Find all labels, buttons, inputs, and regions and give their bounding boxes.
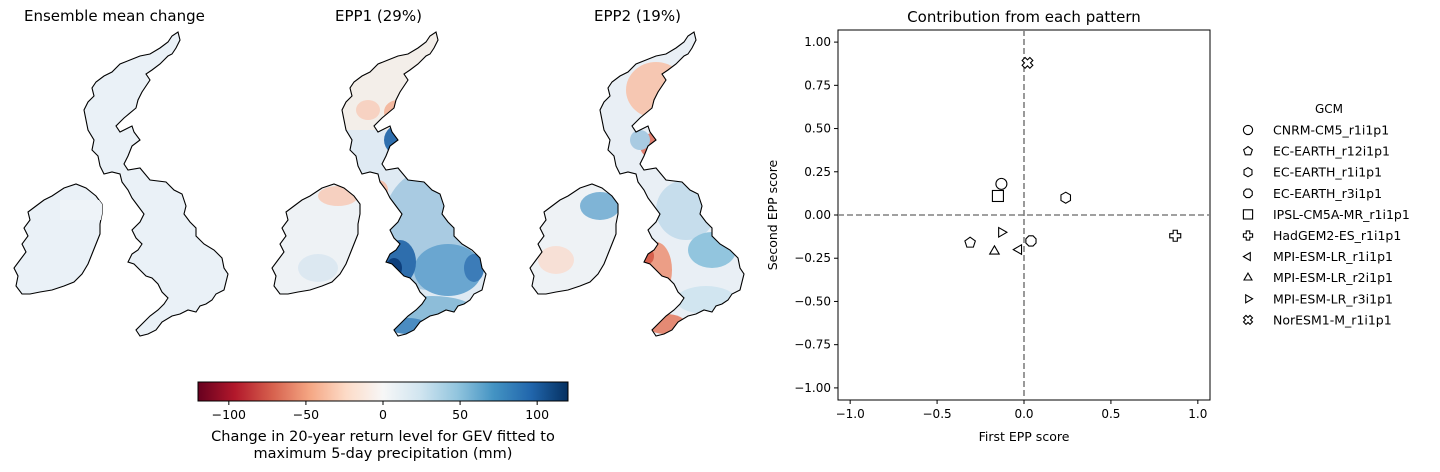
legend-label: HadGEM2-ES_r1i1p1 — [1273, 228, 1401, 243]
y-tick-label: 1.00 — [804, 35, 831, 49]
y-tick-label: −0.75 — [794, 338, 831, 352]
legend-marker — [1242, 145, 1254, 156]
panel-title-epp1: EPP1 (29%) — [335, 7, 422, 25]
data-points — [964, 56, 1182, 256]
x-tick-label: 1.0 — [1188, 407, 1207, 421]
y-axis-ticks: 1.00 0.75 0.50 0.25 0.00 −0.25 −0.50 −0.75 −1.00 — [794, 35, 838, 395]
colorbar-ticks: −100 −50 0 50 100 — [212, 401, 549, 422]
legend-label: MPI-ESM-LR_r1i1p1 — [1273, 249, 1393, 264]
scatter-plot: −1.0 −0.5 0.0 0.5 1.0 1.00 0.75 0.50 0.25 0.00 −0… — [765, 8, 1211, 444]
legend-label: MPI-ESM-LR_r3i1p1 — [1273, 291, 1393, 306]
legend-label: EC-EARTH_r3i1p1 — [1273, 186, 1382, 201]
y-tick-label: 0.75 — [804, 78, 831, 92]
y-tick-label: −1.00 — [794, 381, 831, 395]
colorbar-label-line1: Change in 20-year return level for GEV f… — [211, 429, 555, 445]
x-axis-ticks: −1.0 −0.5 0.0 0.5 1.0 — [836, 400, 1207, 421]
x-tick-label: −1.0 — [836, 407, 865, 421]
point-ipsl-cm5a-mr-r1i1p1 — [991, 189, 1004, 203]
colorbar-gradient — [197, 381, 569, 402]
x-tick-label: −0.5 — [923, 407, 952, 421]
map-epp2 — [529, 31, 745, 337]
legend-marker — [1243, 166, 1253, 178]
chart-title: Contribution from each pattern — [907, 8, 1141, 26]
legend-title: GCM — [1315, 102, 1343, 116]
colorbar-tick-label: 100 — [525, 407, 549, 422]
point-mpi-esm-lr-r3i1p1 — [998, 226, 1009, 239]
point-mpi-esm-lr-r1i1p1 — [1012, 243, 1023, 256]
y-tick-label: 0.50 — [804, 122, 831, 136]
x-axis-label: First EPP score — [979, 429, 1070, 444]
point-ec-earth-r12i1p1 — [964, 236, 976, 248]
reference-lines — [838, 30, 1210, 400]
colorbar-tick-label: 50 — [452, 407, 468, 422]
map-ensemble-mean — [13, 31, 229, 337]
point-noresm1-m-r1i1p1 — [1021, 56, 1034, 69]
colorbar-tick-label: −50 — [293, 407, 319, 422]
legend-marker — [1242, 230, 1254, 241]
x-tick-label: 0.0 — [1014, 407, 1033, 421]
panel-title-epp2: EPP2 (19%) — [594, 7, 681, 25]
legend-marker — [1242, 314, 1254, 326]
legend-marker — [1242, 124, 1254, 136]
legend-marker — [1242, 209, 1254, 220]
y-tick-label: 0.25 — [804, 165, 831, 179]
y-tick-label: −0.50 — [794, 294, 831, 308]
legend-label: MPI-ESM-LR_r2i1p1 — [1273, 270, 1393, 285]
colorbar-label: Change in 20-year return level for GEV f… — [183, 429, 583, 463]
y-tick-label: 0.00 — [804, 208, 831, 222]
y-axis-label: Second EPP score — [765, 159, 780, 270]
point-ec-earth-r3i1p1 — [1025, 235, 1037, 247]
colorbar: −100 −50 0 50 100 — [197, 381, 569, 422]
legend-marker — [1243, 188, 1253, 199]
point-cnrm-cm5-r1i1p1 — [995, 177, 1008, 190]
point-mpi-esm-lr-r2i1p1 — [988, 244, 1001, 255]
legend-marker — [1242, 251, 1251, 262]
colorbar-tick-label: 0 — [379, 407, 387, 422]
colorbar-label-line2: maximum 5-day precipitation (mm) — [253, 446, 513, 462]
point-hadgem2-es-r1i1p1 — [1169, 229, 1182, 242]
map-epp1 — [271, 31, 487, 337]
legend-entries: CNRM-CM5_r1i1p1 EC-EARTH_r12i1p1 EC-EARTH_… — [1242, 123, 1410, 327]
legend-label: EC-EARTH_r1i1p1 — [1273, 165, 1382, 180]
point-ec-earth-r1i1p1 — [1060, 191, 1072, 204]
legend: GCM CNRM-CM5_r1i1p1 EC-EARTH_r12i1p1 EC-EA… — [1242, 102, 1410, 327]
legend-label: CNRM-CM5_r1i1p1 — [1273, 123, 1389, 138]
legend-marker — [1243, 271, 1253, 281]
legend-label: IPSL-CM5A-MR_r1i1p1 — [1273, 207, 1410, 222]
panel-title-ensemble: Ensemble mean change — [24, 7, 205, 25]
x-tick-label: 0.5 — [1101, 407, 1120, 421]
legend-label: EC-EARTH_r12i1p1 — [1273, 144, 1390, 159]
y-tick-label: −0.25 — [794, 251, 831, 265]
colorbar-tick-label: −100 — [212, 407, 246, 422]
legend-label: NorESM1-M_r1i1p1 — [1273, 312, 1392, 327]
legend-marker — [1245, 293, 1254, 304]
